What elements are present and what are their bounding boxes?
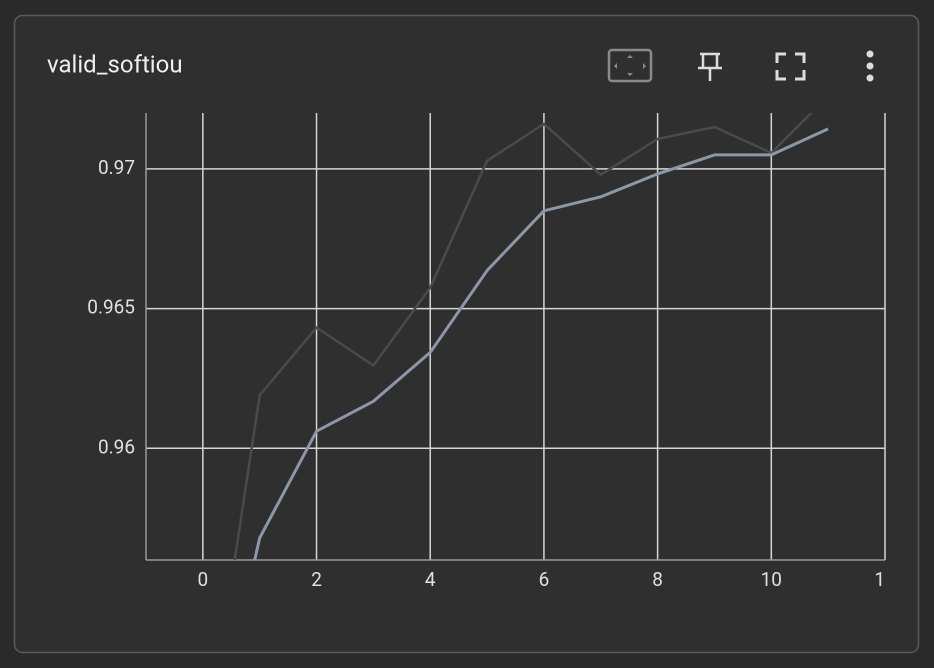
fit-domain-button[interactable] (607, 48, 653, 83)
chart-title: valid_softiou (47, 50, 183, 78)
more-button[interactable] (866, 50, 874, 82)
series-line (253, 127, 829, 560)
y-tick-label: 0.96 (98, 435, 135, 458)
x-tick-label: 6 (539, 568, 550, 591)
y-tick-label: 0.97 (98, 156, 135, 179)
toolbar (607, 48, 874, 83)
fullscreen-button[interactable] (775, 52, 806, 81)
x-tick-label: 4 (425, 568, 436, 591)
series-line (233, 113, 813, 560)
y-tick-label: 0.965 (87, 296, 135, 319)
x-tick-label: 8 (652, 568, 663, 591)
x-tick-label: 10 (761, 568, 782, 591)
pin-button[interactable] (698, 52, 722, 81)
x-tick-label: 0 (198, 568, 209, 591)
x-tick-label: 12 (874, 568, 895, 591)
x-tick-label: 2 (311, 568, 322, 591)
card (13, 14, 920, 654)
